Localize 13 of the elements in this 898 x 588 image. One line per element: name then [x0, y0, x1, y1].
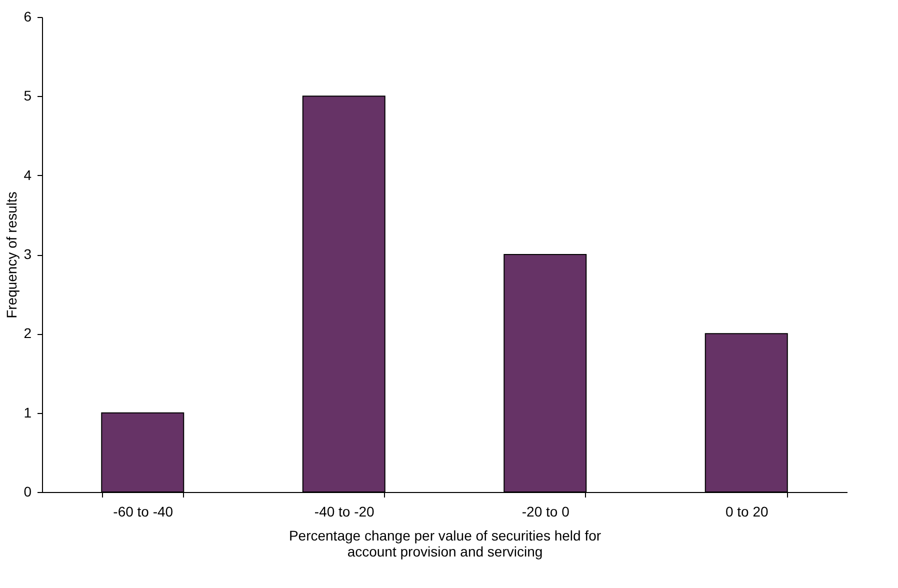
x-tick-label: -40 to -20	[314, 504, 375, 520]
y-tick-label: 3	[24, 246, 32, 262]
x-tick-label: -60 to -40	[113, 504, 174, 520]
y-axis-title: Frequency of results	[4, 192, 20, 318]
x-tick-label: 0 to 20	[725, 504, 768, 520]
y-tick-label: 6	[24, 8, 32, 24]
y-tick-label: 2	[24, 325, 32, 342]
y-tick-label: 5	[24, 88, 32, 104]
y-tick-label: 0	[24, 484, 32, 500]
x-axis-title: Percentage change per value of securities held for account provision and servicing	[288, 528, 602, 560]
x-tick-label: -20 to 0	[522, 504, 570, 520]
y-tick-label: 1	[24, 404, 32, 420]
y-tick-label: 4	[24, 166, 32, 183]
